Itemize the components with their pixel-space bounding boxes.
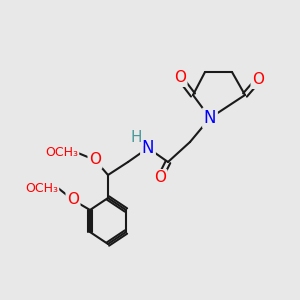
Text: OCH₃: OCH₃: [45, 146, 78, 160]
Text: N: N: [204, 109, 216, 127]
Text: O: O: [174, 70, 186, 86]
Text: OCH₃: OCH₃: [25, 182, 58, 194]
Text: H: H: [130, 130, 142, 146]
Text: O: O: [89, 152, 101, 167]
Text: O: O: [252, 73, 264, 88]
Text: N: N: [142, 139, 154, 157]
Text: O: O: [67, 193, 79, 208]
Text: O: O: [154, 170, 166, 185]
